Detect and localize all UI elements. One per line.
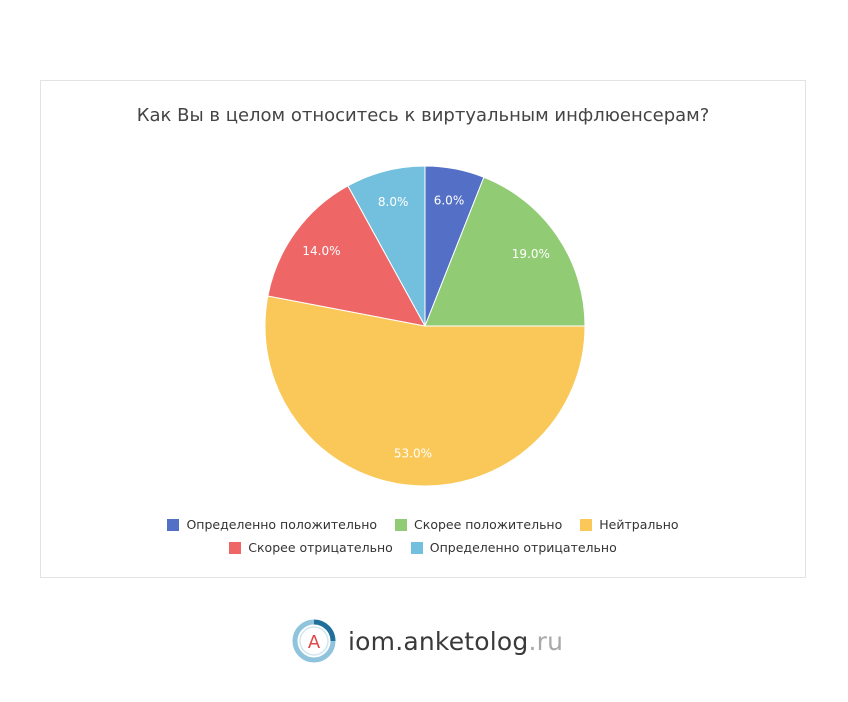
legend-label: Определенно положительно	[186, 517, 378, 532]
slice-data-label-5: 8.0%	[378, 195, 409, 209]
logo-tld: .ru	[528, 626, 564, 656]
chart-card: Как Вы в целом относитесь к виртуальным …	[40, 80, 806, 578]
slice-data-label-3: 53.0%	[394, 446, 432, 460]
chart-legend: Определенно положительно Скорее положител…	[81, 517, 765, 555]
legend-swatch	[229, 541, 242, 554]
legend-swatch	[167, 518, 180, 531]
legend-swatch	[580, 518, 593, 531]
legend-swatch	[410, 541, 423, 554]
legend-swatch	[395, 518, 408, 531]
pie-slice-5[interactable]	[347, 165, 426, 327]
brand-logo[interactable]: A iom.anketolog.ru	[292, 619, 563, 663]
legend-label: Скорее положительно	[414, 517, 563, 532]
legend-item-2[interactable]: Скорее положительно	[395, 517, 562, 532]
pie-chart: 6.0% 19.0% 53.0% 14.0% 8.0%	[264, 165, 586, 487]
legend-item-4[interactable]: Скорее отрицательно	[229, 540, 393, 555]
legend-label: Скорее отрицательно	[248, 540, 393, 555]
anketolog-logo-icon: A	[292, 619, 336, 663]
legend-item-1[interactable]: Определенно положительно	[167, 517, 377, 532]
legend-item-5[interactable]: Определенно отрицательно	[410, 540, 617, 555]
legend-label: Определенно отрицательно	[429, 540, 617, 555]
pie-slice-2[interactable]	[424, 176, 586, 327]
chart-title: Как Вы в целом относитесь к виртуальным …	[136, 105, 710, 126]
logo-brand: iom.anketolog	[348, 626, 529, 656]
slice-data-label-1: 6.0%	[434, 193, 465, 207]
slice-data-label-2: 19.0%	[512, 247, 550, 261]
pie-slice-4[interactable]	[267, 185, 426, 327]
legend-item-3[interactable]: Нейтрально	[580, 517, 679, 532]
pie-slice-3[interactable]	[264, 295, 586, 487]
slice-data-label-4: 14.0%	[302, 244, 340, 258]
legend-label: Нейтрально	[599, 517, 679, 532]
logo-mark-letter: A	[308, 632, 321, 653]
logo-text: iom.anketolog.ru	[348, 627, 563, 656]
